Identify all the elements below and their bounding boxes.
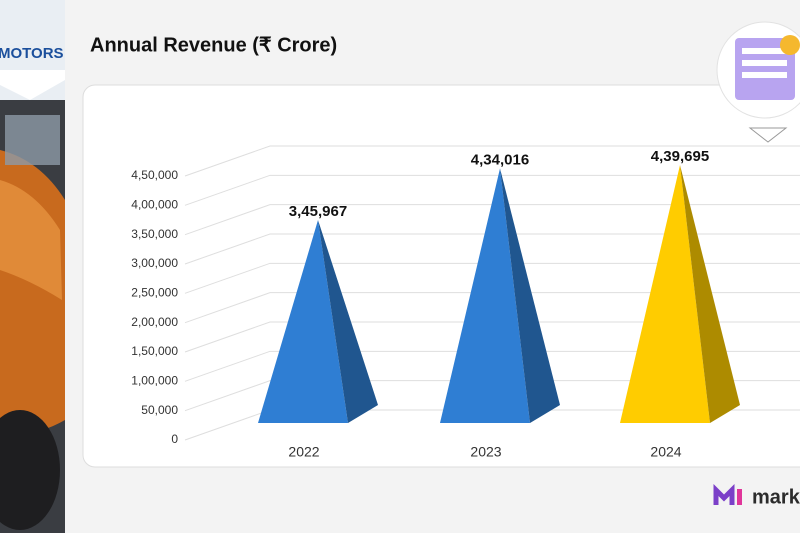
y-tick-label: 0 [171,432,178,446]
y-tick-label: 3,50,000 [131,227,178,241]
pyramid [440,168,560,423]
value-label: 4,34,016 [471,151,529,168]
grid-line [184,262,800,294]
logo-text: mark [752,486,800,508]
y-tick-label: 3,00,000 [131,256,178,270]
pyramid [258,220,378,423]
report-icon [716,21,800,143]
chart-title: Annual Revenue (₹ Crore) [90,34,337,56]
grid-line [184,292,800,324]
grid-line [184,350,800,382]
car-photo [0,0,65,533]
plot: 0 50,000 1,00,000 1,50,000 2,00,000 2,50,000 3… [131,145,800,460]
x-tick-label: 2024 [650,444,681,460]
y-tick-label: 2,00,000 [131,315,178,329]
footer-logo [713,483,742,505]
grid-line [184,145,800,177]
pyramid-front [258,220,348,423]
pyramid [620,165,740,423]
y-tick-label: 2,50,000 [131,286,178,300]
pyramid-side [500,168,560,423]
x-tick-label: 2022 [288,444,319,460]
grid-line [184,233,800,265]
pyramid-front [440,168,530,423]
chart-card [82,84,800,468]
y-tick-label: 4,50,000 [131,168,178,182]
value-label: 3,45,967 [289,203,347,220]
y-tick-label: 1,50,000 [131,344,178,358]
grid-line [184,321,800,353]
y-tick-label: 1,00,000 [131,374,178,388]
brand-text: MOTORS [0,45,64,62]
grid-line [184,204,800,236]
grid-line [184,174,800,206]
grid-line [184,380,800,412]
value-label: 4,39,695 [651,148,709,165]
y-tick-label: 50,000 [141,403,178,417]
pyramid-side [680,165,740,423]
pyramid-side [318,220,378,423]
x-tick-label: 2023 [470,444,501,460]
y-tick-label: 4,00,000 [131,198,178,212]
